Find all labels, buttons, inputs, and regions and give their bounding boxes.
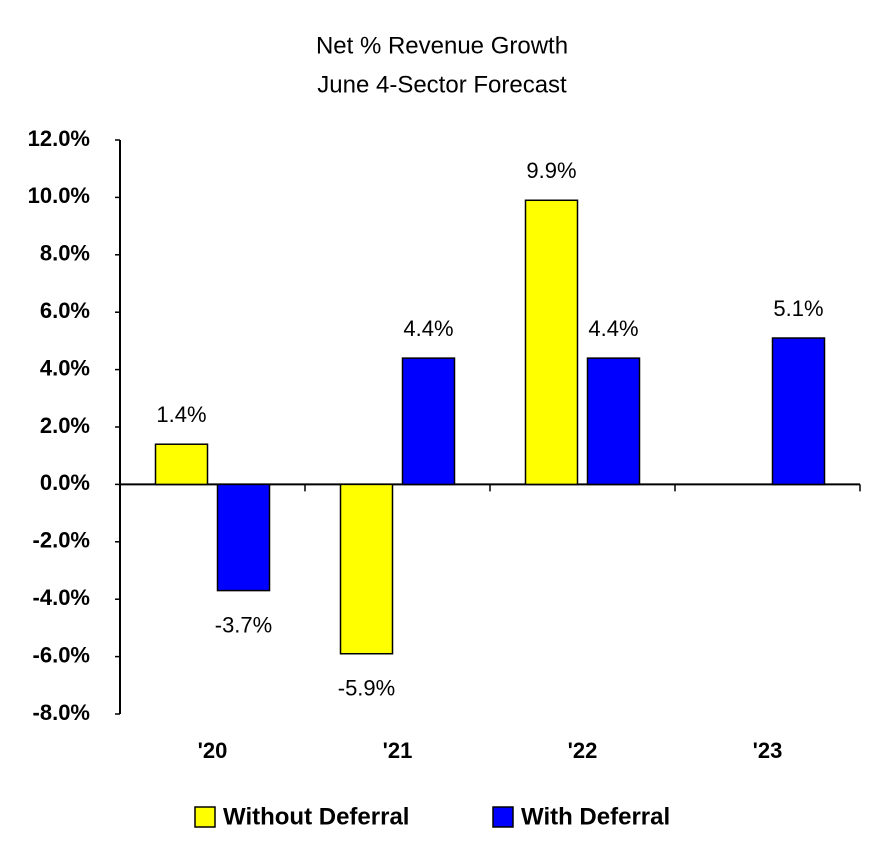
legend-swatch [194,806,216,828]
data-label: 4.4% [403,316,453,341]
y-tick-label: 8.0% [40,241,90,266]
legend-label: With Deferral [521,803,670,830]
x-tick-label: '21 [383,738,413,763]
chart-subtitle: June 4-Sector Forecast [317,71,567,98]
legend-label: Without Deferral [223,803,409,830]
x-tick-label: '23 [753,738,783,763]
bar [771,337,826,486]
y-tick-label: 10.0% [28,183,90,208]
chart-title: Net % Revenue Growth [316,32,568,59]
y-tick-label: 12.0% [28,126,90,151]
data-label: 1.4% [156,402,206,427]
y-tick-label: 0.0% [40,470,90,495]
bar [339,483,394,655]
y-tick-label: 6.0% [40,298,90,323]
x-tick-label: '22 [568,738,598,763]
legend-swatch [492,806,514,828]
y-tick-label: 2.0% [40,413,90,438]
data-label: -3.7% [215,612,272,637]
x-tick-label: '20 [198,738,228,763]
bar [401,357,456,486]
y-tick-label: -2.0% [33,528,90,553]
data-label: 9.9% [526,158,576,183]
y-tick-label: -4.0% [33,585,90,610]
bar [154,443,209,486]
data-label: -5.9% [338,676,395,701]
bar [216,483,271,592]
bar [524,199,579,486]
data-label: 5.1% [773,296,823,321]
y-tick-label: -8.0% [33,700,90,725]
bar [586,357,641,486]
data-label: 4.4% [588,316,638,341]
y-tick-label: 4.0% [40,355,90,380]
y-tick-label: -6.0% [33,642,90,667]
